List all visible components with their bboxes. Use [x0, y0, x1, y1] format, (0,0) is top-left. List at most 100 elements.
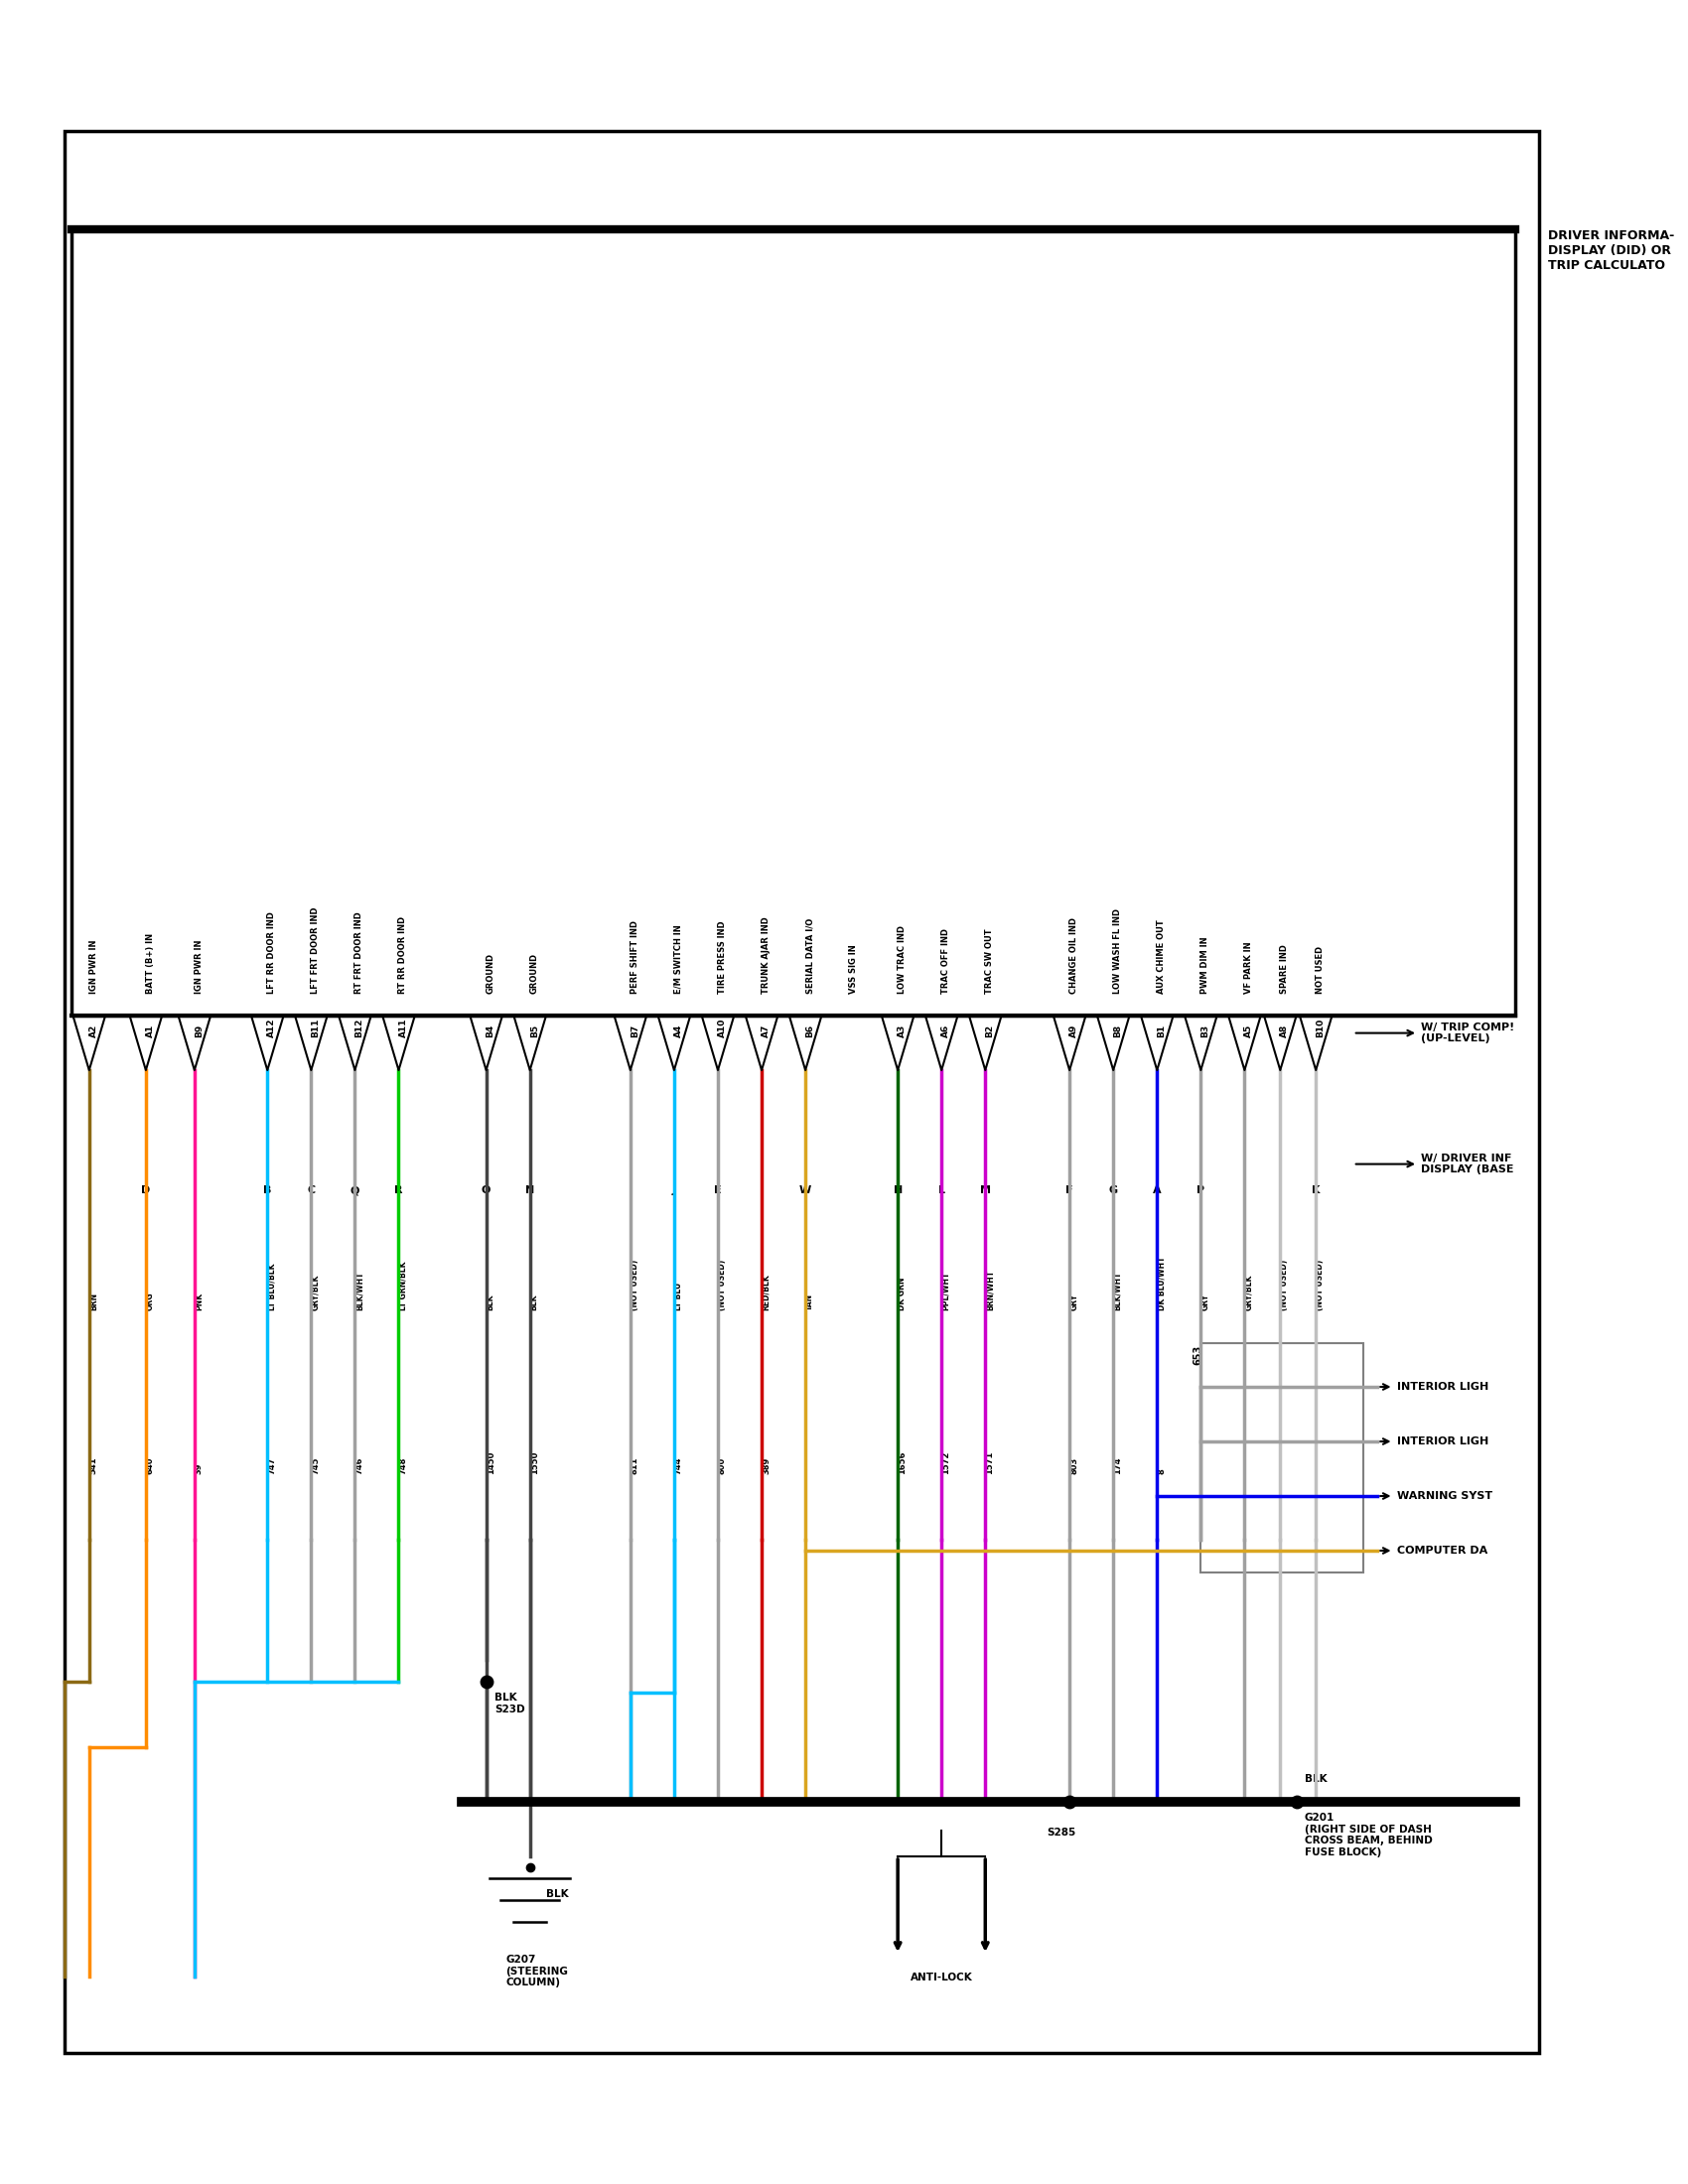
Text: GROUND: GROUND [530, 952, 538, 994]
Text: ORG: ORG [145, 1293, 155, 1310]
Text: Q: Q [349, 1186, 360, 1195]
Text: 1656: 1656 [898, 1450, 906, 1474]
Text: TAN: TAN [805, 1293, 814, 1310]
Text: 308: 308 [1200, 1457, 1210, 1474]
Text: 653: 653 [1193, 1345, 1202, 1365]
Text: G201
(RIGHT SIDE OF DASH
CROSS BEAM, BEHIND
FUSE BLOCK): G201 (RIGHT SIDE OF DASH CROSS BEAM, BEH… [1305, 1813, 1433, 1856]
Text: GRY: GRY [1070, 1293, 1079, 1310]
Text: C: C [307, 1186, 316, 1195]
Text: (NOT USED): (NOT USED) [717, 1260, 728, 1310]
Text: P: P [1197, 1186, 1205, 1195]
Text: NOT USED: NOT USED [1317, 946, 1325, 994]
Text: 640: 640 [145, 1457, 155, 1474]
Text: LT BLU: LT BLU [674, 1282, 684, 1310]
Text: K: K [1312, 1186, 1320, 1195]
Text: L: L [939, 1186, 945, 1195]
Text: M: M [979, 1186, 991, 1195]
Text: CHANGE OIL IND: CHANGE OIL IND [1070, 917, 1079, 994]
Text: LOW TRAC IND: LOW TRAC IND [898, 926, 906, 994]
Text: B11: B11 [311, 1018, 321, 1037]
Text: BLK: BLK [547, 1889, 569, 1900]
Text: 389: 389 [761, 1457, 771, 1474]
Text: A8: A8 [1280, 1024, 1290, 1037]
Text: A5: A5 [1244, 1024, 1254, 1037]
Text: 748: 748 [398, 1457, 407, 1474]
Text: G: G [1109, 1186, 1117, 1195]
Text: W/ DRIVER INF
DISPLAY (BASE: W/ DRIVER INF DISPLAY (BASE [1421, 1153, 1514, 1175]
Text: A10: A10 [717, 1018, 728, 1037]
Text: DK GRN: DK GRN [898, 1278, 906, 1310]
Text: B6: B6 [805, 1024, 814, 1037]
Text: 744: 744 [674, 1457, 684, 1474]
Text: A2: A2 [89, 1024, 98, 1037]
Text: 1550: 1550 [530, 1450, 538, 1474]
Text: 8: 8 [1156, 1468, 1166, 1474]
Text: LT GRN/BLK: LT GRN/BLK [398, 1262, 407, 1310]
Text: BLK: BLK [486, 1293, 495, 1310]
Text: SERIAL DATA I/O: SERIAL DATA I/O [805, 917, 814, 994]
Text: E: E [714, 1186, 722, 1195]
Text: S285: S285 [1047, 1828, 1075, 1839]
Text: TIRE PRESS IND: TIRE PRESS IND [717, 922, 728, 994]
Text: B: B [263, 1186, 272, 1195]
Text: 541: 541 [89, 1457, 98, 1474]
Text: B8: B8 [1114, 1024, 1123, 1037]
Text: VF PARK IN: VF PARK IN [1244, 941, 1254, 994]
Text: B3: B3 [1200, 1024, 1210, 1037]
Text: TRAC SW OUT: TRAC SW OUT [986, 928, 994, 994]
Text: LFT RR DOOR IND: LFT RR DOOR IND [267, 911, 277, 994]
Text: 1571: 1571 [986, 1450, 994, 1474]
Text: B5: B5 [530, 1024, 538, 1037]
Text: 803: 803 [1070, 1457, 1079, 1474]
Text: RED/BLK: RED/BLK [761, 1273, 771, 1310]
Text: B10: B10 [1317, 1018, 1325, 1037]
Text: VSS SIG IN: VSS SIG IN [849, 943, 858, 994]
Text: LFT FRT DOOR IND: LFT FRT DOOR IND [311, 906, 321, 994]
Text: (NOT USED): (NOT USED) [1280, 1260, 1290, 1310]
Text: H: H [893, 1186, 903, 1195]
Text: R: R [395, 1186, 403, 1195]
Text: (NOT USED): (NOT USED) [630, 1260, 640, 1310]
Text: G207
(STEERING
COLUMN): G207 (STEERING COLUMN) [506, 1955, 569, 1987]
Text: PPL/WHT: PPL/WHT [942, 1271, 950, 1310]
Text: B9: B9 [194, 1024, 203, 1037]
Text: BLK/WHT: BLK/WHT [354, 1271, 365, 1310]
Text: (NOT USED): (NOT USED) [1317, 1260, 1325, 1310]
Text: 800: 800 [717, 1457, 728, 1474]
Text: 39: 39 [194, 1463, 203, 1474]
Text: GRY/BLK: GRY/BLK [311, 1273, 321, 1310]
Text: 1572: 1572 [942, 1450, 950, 1474]
Text: A6: A6 [942, 1024, 950, 1037]
Text: 747: 747 [267, 1457, 277, 1474]
Text: A: A [1153, 1186, 1161, 1195]
Text: INTERIOR LIGH: INTERIOR LIGH [1398, 1437, 1489, 1446]
Text: GRY/BLK: GRY/BLK [1244, 1273, 1254, 1310]
Text: A9: A9 [1070, 1024, 1079, 1037]
Text: COMPUTER DA: COMPUTER DA [1398, 1546, 1487, 1555]
Text: SPARE IND: SPARE IND [1280, 943, 1290, 994]
Text: BLK/WHT: BLK/WHT [1114, 1271, 1123, 1310]
Text: 811: 811 [630, 1457, 640, 1474]
Text: BRN/WHT: BRN/WHT [986, 1269, 994, 1310]
Text: W: W [800, 1186, 812, 1195]
Text: BLK: BLK [1305, 1773, 1327, 1784]
Text: PWM DIM IN: PWM DIM IN [1200, 937, 1210, 994]
Text: A12: A12 [267, 1018, 277, 1037]
Text: A4: A4 [674, 1024, 684, 1037]
Text: B12: B12 [354, 1018, 365, 1037]
Text: BLK
S23D: BLK S23D [495, 1693, 525, 1714]
Text: 746: 746 [354, 1457, 365, 1474]
Text: B2: B2 [986, 1024, 994, 1037]
Text: PERF SHIFT IND: PERF SHIFT IND [630, 919, 640, 994]
Text: B4: B4 [486, 1024, 495, 1037]
Text: LT BLU/BLK: LT BLU/BLK [267, 1262, 277, 1310]
Text: N: N [525, 1186, 535, 1195]
Text: I: I [628, 1186, 633, 1195]
Text: ANTI-LOCK: ANTI-LOCK [910, 1972, 972, 1983]
Text: GRY: GRY [1200, 1293, 1210, 1310]
Text: GROUND: GROUND [486, 952, 495, 994]
Text: D: D [142, 1186, 150, 1195]
Text: 174: 174 [1114, 1457, 1123, 1474]
Text: A3: A3 [898, 1024, 906, 1037]
Text: IGN PWR IN: IGN PWR IN [89, 939, 98, 994]
